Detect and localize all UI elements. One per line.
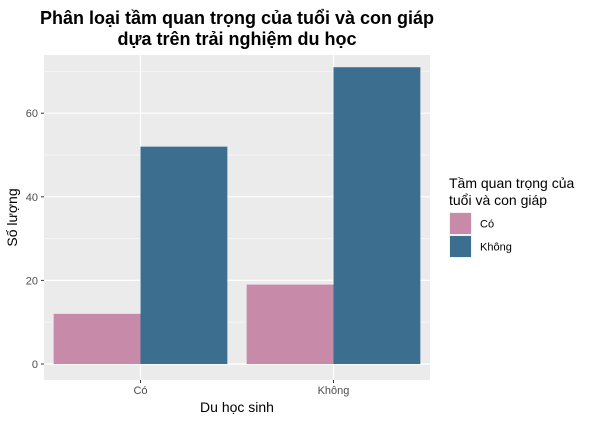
x-tick-label: Có xyxy=(133,385,147,397)
legend-swatch xyxy=(450,236,471,257)
bars xyxy=(53,67,421,364)
legend-title-line-2: tuổi và con giáp xyxy=(449,192,547,208)
y-axis: 0 20 40 60 xyxy=(26,108,44,371)
bar-co-1 xyxy=(246,284,334,364)
legend-title-line-1: Tầm quan trọng của xyxy=(449,175,575,191)
y-tick-label: 40 xyxy=(26,192,38,204)
y-tick-label: 60 xyxy=(26,108,38,120)
legend-label: Không xyxy=(480,242,512,254)
y-axis-title: Số lượng xyxy=(4,188,20,246)
bar-khong-0 xyxy=(140,146,228,364)
legend-label: Có xyxy=(480,219,494,231)
x-axis-title: Du học sinh xyxy=(200,399,274,415)
y-tick-label: 0 xyxy=(32,359,38,371)
legend: Tầm quan trọng của tuổi và con giáp Có Kh… xyxy=(449,175,575,258)
bar-co-0 xyxy=(53,313,141,364)
legend-items: Có Không xyxy=(449,212,512,258)
chart-title-line-2: dựa trên trải nghiệm du học xyxy=(117,29,356,49)
legend-swatch xyxy=(450,213,471,234)
y-tick-label: 20 xyxy=(26,275,38,287)
bar-khong-1 xyxy=(333,67,421,364)
x-tick-label: Không xyxy=(318,385,350,397)
x-axis: Có Không xyxy=(133,380,349,397)
chart-title-line-1: Phân loại tầm quan trọng của tuổi và con… xyxy=(40,8,434,28)
